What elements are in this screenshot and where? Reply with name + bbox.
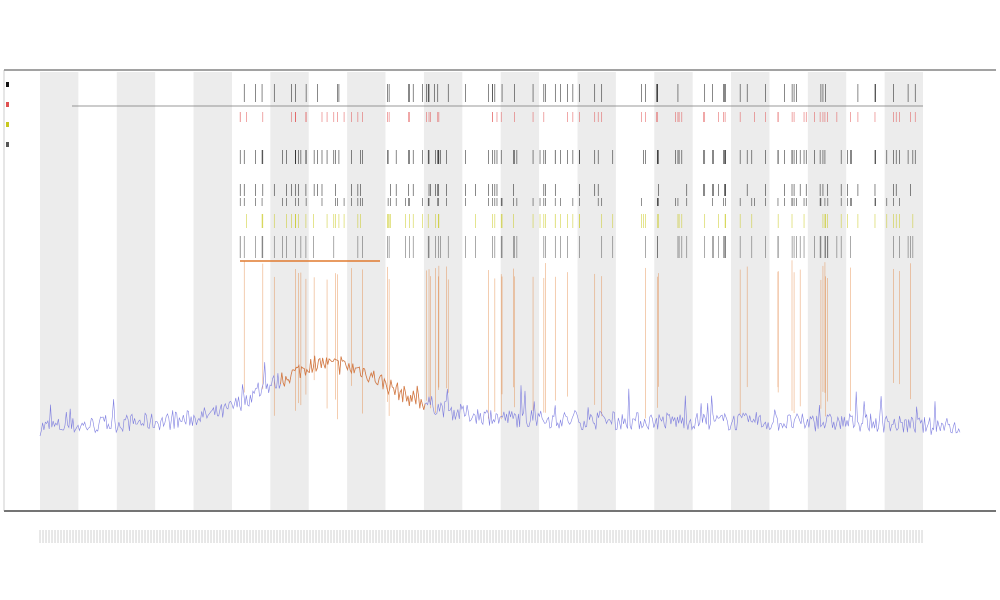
- event-markers: [72, 84, 923, 258]
- shaded-band: [884, 72, 923, 510]
- shaded-band: [270, 72, 309, 510]
- signal-path: [39, 355, 961, 437]
- legend-swatch: [6, 82, 9, 87]
- axes: [3, 69, 996, 512]
- shaded-bands: [40, 72, 923, 510]
- shaded-band: [423, 72, 463, 510]
- shaded-band: [577, 72, 616, 510]
- shaded-band: [654, 72, 693, 510]
- legend-swatch: [6, 122, 9, 127]
- shaded-band: [347, 72, 386, 510]
- highlight-path: [280, 355, 426, 410]
- legend: [6, 82, 9, 147]
- legend-swatch: [6, 142, 9, 147]
- shaded-band: [731, 72, 770, 510]
- shaded-band: [40, 72, 79, 510]
- signal-line: [39, 355, 961, 437]
- x-tick-labels: [39, 530, 923, 543]
- shaded-band: [807, 72, 847, 510]
- shaded-band: [500, 72, 540, 510]
- shaded-band: [116, 72, 156, 510]
- shaded-band: [193, 72, 232, 510]
- legend-swatch: [6, 102, 9, 107]
